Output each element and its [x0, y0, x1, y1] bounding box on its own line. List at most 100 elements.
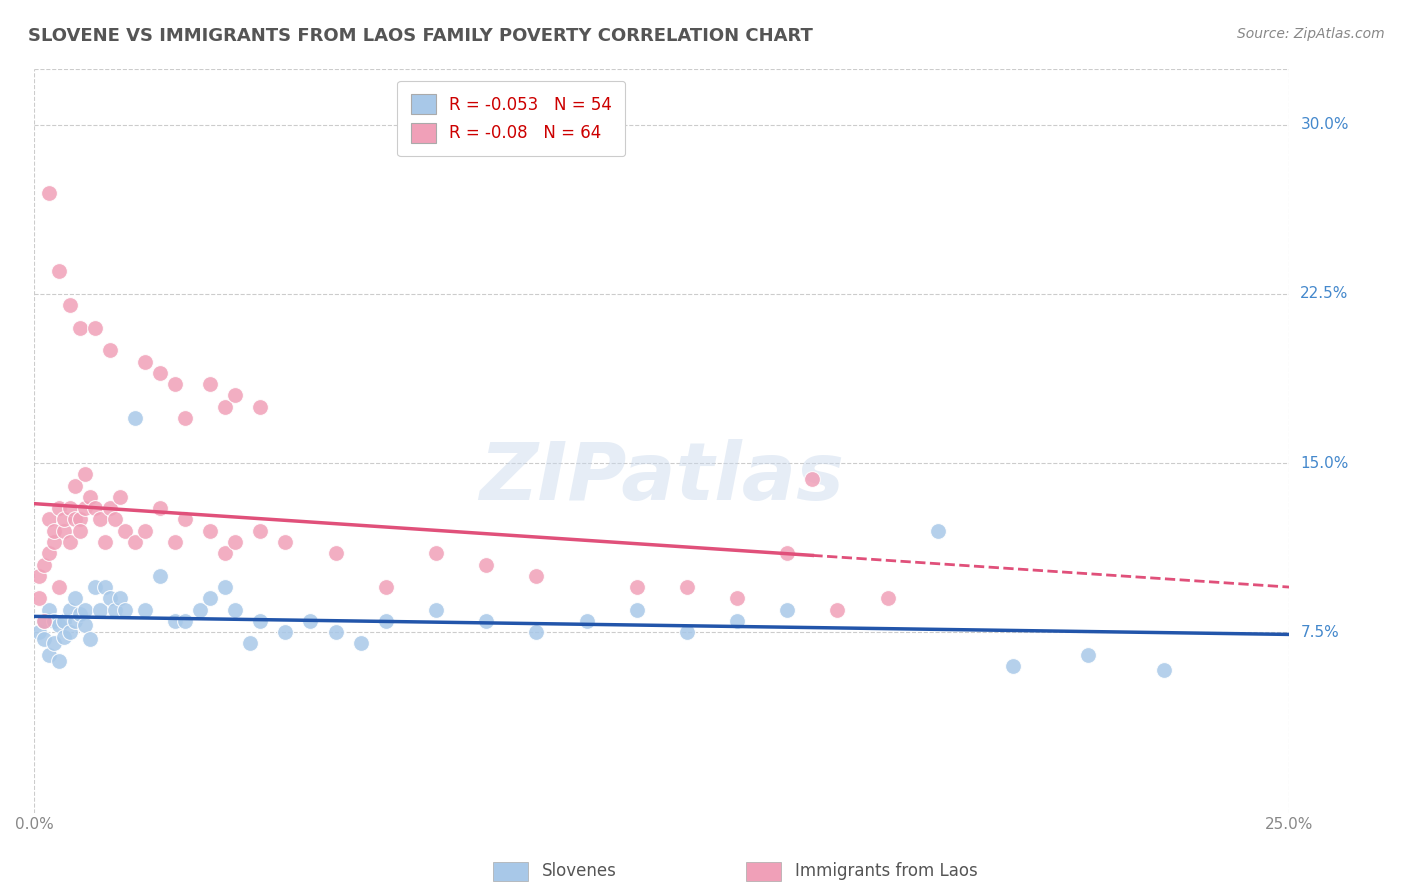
Point	[34, 614, 56, 628]
Point	[425, 546, 447, 560]
Point	[34, 614, 56, 628]
Point	[776, 602, 799, 616]
Point	[69, 512, 91, 526]
Point	[69, 524, 91, 538]
Text: Source: ZipAtlas.com: Source: ZipAtlas.com	[1237, 27, 1385, 41]
Point	[524, 569, 547, 583]
Point	[28, 625, 51, 640]
Point	[73, 501, 96, 516]
Point	[38, 648, 60, 662]
Point	[239, 636, 262, 650]
Point	[58, 625, 80, 640]
Point	[108, 490, 131, 504]
Point	[1153, 664, 1175, 678]
Point	[63, 591, 86, 606]
Point	[249, 614, 271, 628]
Point	[134, 602, 156, 616]
Point	[626, 580, 648, 594]
Point	[249, 524, 271, 538]
Point	[38, 546, 60, 560]
Point	[1002, 659, 1025, 673]
Point	[198, 377, 221, 392]
Point	[114, 602, 136, 616]
Point	[274, 625, 297, 640]
Point	[69, 320, 91, 334]
Point	[274, 535, 297, 549]
Point	[325, 625, 347, 640]
Point	[38, 186, 60, 200]
Point	[725, 614, 748, 628]
Point	[79, 632, 101, 646]
Point	[53, 524, 76, 538]
Point	[676, 625, 699, 640]
Text: SLOVENE VS IMMIGRANTS FROM LAOS FAMILY POVERTY CORRELATION CHART: SLOVENE VS IMMIGRANTS FROM LAOS FAMILY P…	[28, 27, 813, 45]
Point	[38, 512, 60, 526]
Point	[374, 580, 396, 594]
Point	[214, 580, 236, 594]
Text: ZIPatlas: ZIPatlas	[479, 439, 844, 516]
Point	[475, 614, 498, 628]
Point	[28, 591, 51, 606]
Text: 30.0%: 30.0%	[1301, 118, 1348, 132]
Point	[93, 535, 115, 549]
Point	[48, 655, 70, 669]
Point	[48, 501, 70, 516]
Point	[224, 602, 246, 616]
Point	[776, 546, 799, 560]
Point	[676, 580, 699, 594]
Point	[349, 636, 371, 650]
Point	[83, 501, 105, 516]
Point	[73, 467, 96, 482]
Point	[575, 614, 598, 628]
Point	[475, 558, 498, 572]
Point	[108, 591, 131, 606]
Point	[53, 512, 76, 526]
Text: Immigrants from Laos: Immigrants from Laos	[796, 863, 979, 880]
Point	[73, 618, 96, 632]
Point	[188, 602, 211, 616]
Point	[34, 558, 56, 572]
Point	[44, 614, 66, 628]
Point	[83, 580, 105, 594]
Point	[626, 602, 648, 616]
Point	[163, 614, 186, 628]
Point	[44, 636, 66, 650]
Point	[1077, 648, 1099, 662]
Text: 22.5%: 22.5%	[1301, 286, 1348, 301]
Point	[48, 580, 70, 594]
Point	[48, 264, 70, 278]
Text: Slovenes: Slovenes	[543, 863, 617, 880]
Point	[149, 569, 172, 583]
Point	[28, 569, 51, 583]
Point	[98, 501, 121, 516]
Point	[198, 524, 221, 538]
Point	[34, 632, 56, 646]
Point	[58, 602, 80, 616]
Point	[876, 591, 898, 606]
Point	[58, 501, 80, 516]
Point	[524, 625, 547, 640]
Point	[44, 524, 66, 538]
Point	[214, 546, 236, 560]
Point	[801, 472, 824, 486]
Point	[83, 320, 105, 334]
Point	[104, 602, 127, 616]
Point	[98, 591, 121, 606]
Point	[174, 614, 197, 628]
Point	[93, 580, 115, 594]
Point	[79, 490, 101, 504]
Point	[174, 411, 197, 425]
Point	[58, 535, 80, 549]
Point	[325, 546, 347, 560]
Point	[63, 614, 86, 628]
Point	[53, 630, 76, 644]
Point	[124, 535, 146, 549]
Text: 15.0%: 15.0%	[1301, 456, 1348, 471]
Point	[89, 602, 111, 616]
Point	[44, 535, 66, 549]
Point	[134, 524, 156, 538]
Point	[58, 298, 80, 312]
Point	[224, 388, 246, 402]
Point	[214, 400, 236, 414]
Point	[63, 512, 86, 526]
